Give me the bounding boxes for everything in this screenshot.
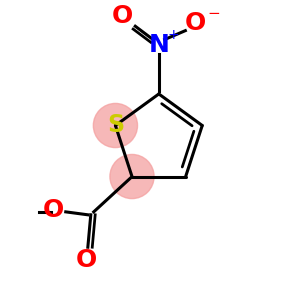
Text: O: O bbox=[43, 198, 64, 222]
Text: O: O bbox=[185, 11, 206, 35]
Text: S: S bbox=[107, 113, 124, 137]
Text: N: N bbox=[148, 33, 169, 57]
Text: O: O bbox=[111, 4, 133, 28]
Text: O: O bbox=[76, 248, 97, 272]
Circle shape bbox=[93, 103, 137, 148]
Text: −: − bbox=[208, 6, 220, 21]
Circle shape bbox=[110, 154, 154, 199]
Text: +: + bbox=[167, 28, 179, 42]
